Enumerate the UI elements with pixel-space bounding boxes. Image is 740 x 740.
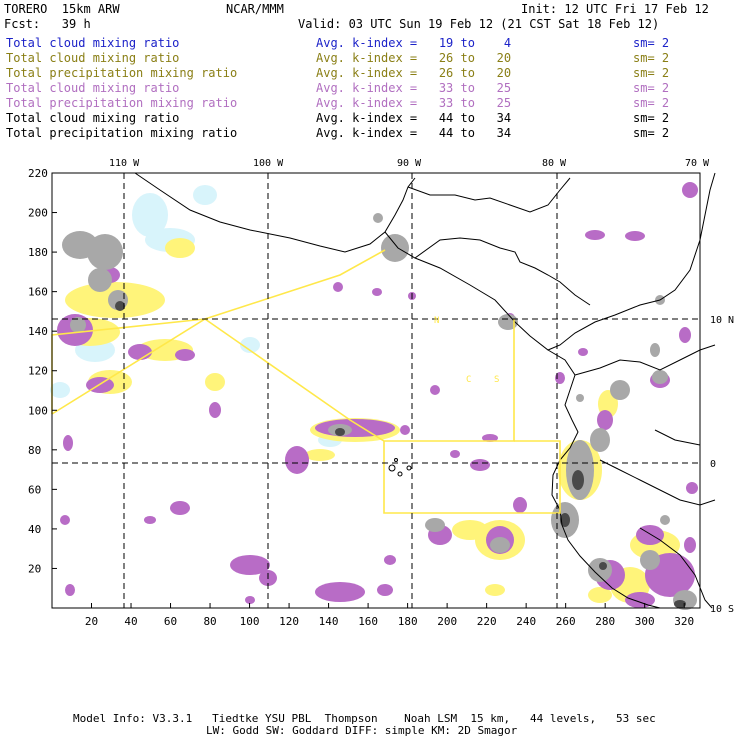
legend-smoothing: sm= 2 (633, 51, 670, 65)
x-tick-label: 140 (319, 615, 339, 628)
legend-kindex: Avg. k-index = 44 to 34 (316, 111, 512, 125)
legend-smoothing: sm= 2 (633, 66, 670, 80)
legend-kindex: Avg. k-index = 33 to 25 (316, 81, 512, 95)
valid-time: Valid: 03 UTC Sun 19 Feb 12 (21 CST Sat … (298, 17, 660, 31)
longitude-label: 70 W (685, 158, 710, 169)
coastlines (134, 172, 716, 609)
longitude-label: 80 W (542, 158, 567, 169)
legend-field: Total cloud mixing ratio (6, 81, 180, 95)
x-tick-label: 120 (279, 615, 299, 628)
legend-field: Total precipitation mixing ratio (6, 96, 238, 110)
legend-smoothing: sm= 2 (633, 36, 670, 50)
y-tick-label: 20 (28, 562, 41, 575)
x-tick-label: 260 (556, 615, 576, 628)
latitude-label: 10 S (710, 604, 734, 615)
legend-kindex: Avg. k-index = 26 to 20 (316, 66, 512, 80)
model-info: Model Info: V3.3.1 Tiedtke YSU PBL Thomp… (73, 712, 656, 725)
y-tick-label: 200 (28, 207, 48, 220)
longitude-label: 100 W (253, 158, 284, 169)
x-tick-label: 20 (85, 615, 98, 628)
y-tick-label: 80 (28, 444, 41, 457)
cloud-dark (115, 301, 686, 608)
longitude-label: 90 W (397, 158, 422, 169)
physics-info: LW: Godd SW: Goddard DIFF: simple KM: 2D… (206, 724, 518, 737)
legend-field: Total cloud mixing ratio (6, 36, 180, 50)
longitude-label: 110 W (109, 158, 140, 169)
x-tick-label: 200 (437, 615, 457, 628)
legend-smoothing: sm= 2 (633, 96, 670, 110)
domain-letter-center: C (466, 375, 471, 385)
latitude-label: 10 N (710, 315, 734, 326)
y-tick-label: 60 (28, 483, 41, 496)
domain-letters: N C S (434, 316, 499, 385)
legend-kindex: Avg. k-index = 19 to 4 (316, 36, 512, 50)
y-tick-label: 180 (28, 246, 48, 259)
x-tick-label: 220 (477, 615, 497, 628)
legend-smoothing: sm= 2 (633, 81, 670, 95)
longitude-labels: 110 W 100 W 90 W 80 W 70 W (109, 158, 710, 169)
legend-field: Total cloud mixing ratio (6, 51, 180, 65)
lat-lon-grid (52, 173, 700, 608)
x-tick-label: 280 (595, 615, 615, 628)
y-tick-label: 160 (28, 286, 48, 299)
x-tick-label: 40 (124, 615, 137, 628)
x-tick-labels: 20 40 60 80 100 120 140 160 180 200 220 240 260 280 30… (85, 615, 694, 628)
axis-ticks (52, 172, 685, 608)
model-name: TORERO 15km ARW (4, 2, 120, 16)
legend-field: Total cloud mixing ratio (6, 111, 180, 125)
legend-kindex: Avg. k-index = 44 to 34 (316, 126, 512, 140)
y-tick-label: 220 (28, 167, 48, 180)
x-tick-label: 160 (358, 615, 378, 628)
legend-kindex: Avg. k-index = 26 to 20 (316, 51, 512, 65)
x-tick-label: 100 (240, 615, 260, 628)
y-tick-label: 40 (28, 523, 41, 536)
x-tick-label: 320 (674, 615, 694, 628)
legend-smoothing: sm= 2 (633, 111, 670, 125)
legend-field: Total precipitation mixing ratio (6, 66, 238, 80)
cloud-fields (50, 182, 698, 610)
domain-letter-south: S (494, 375, 499, 385)
x-tick-label: 80 (203, 615, 216, 628)
y-tick-label: 100 (28, 404, 48, 417)
legend-field: Total precipitation mixing ratio (6, 126, 238, 140)
latitude-labels: 10 N 0 10 S (710, 315, 734, 615)
y-tick-labels: 220 200 180 160 140 120 100 80 60 40 20 (28, 167, 48, 575)
domain-letter-north: N (434, 316, 439, 326)
x-tick-label: 180 (398, 615, 418, 628)
x-tick-label: 60 (164, 615, 177, 628)
organization: NCAR/MMM (226, 2, 284, 16)
y-tick-label: 140 (28, 325, 48, 338)
legend-kindex: Avg. k-index = 33 to 25 (316, 96, 512, 110)
forecast-hour: Fcst: 39 h (4, 17, 91, 31)
init-time: Init: 12 UTC Fri 17 Feb 12 (521, 2, 709, 16)
galapagos-islands (388, 458, 412, 477)
latitude-label: 0 (710, 459, 716, 470)
south-domain (383, 440, 561, 514)
x-tick-label: 300 (635, 615, 655, 628)
legend-smoothing: sm= 2 (633, 126, 670, 140)
x-tick-label: 240 (516, 615, 536, 628)
north-domain (51, 249, 386, 415)
y-tick-label: 120 (28, 365, 48, 378)
map-frame (51, 172, 701, 609)
